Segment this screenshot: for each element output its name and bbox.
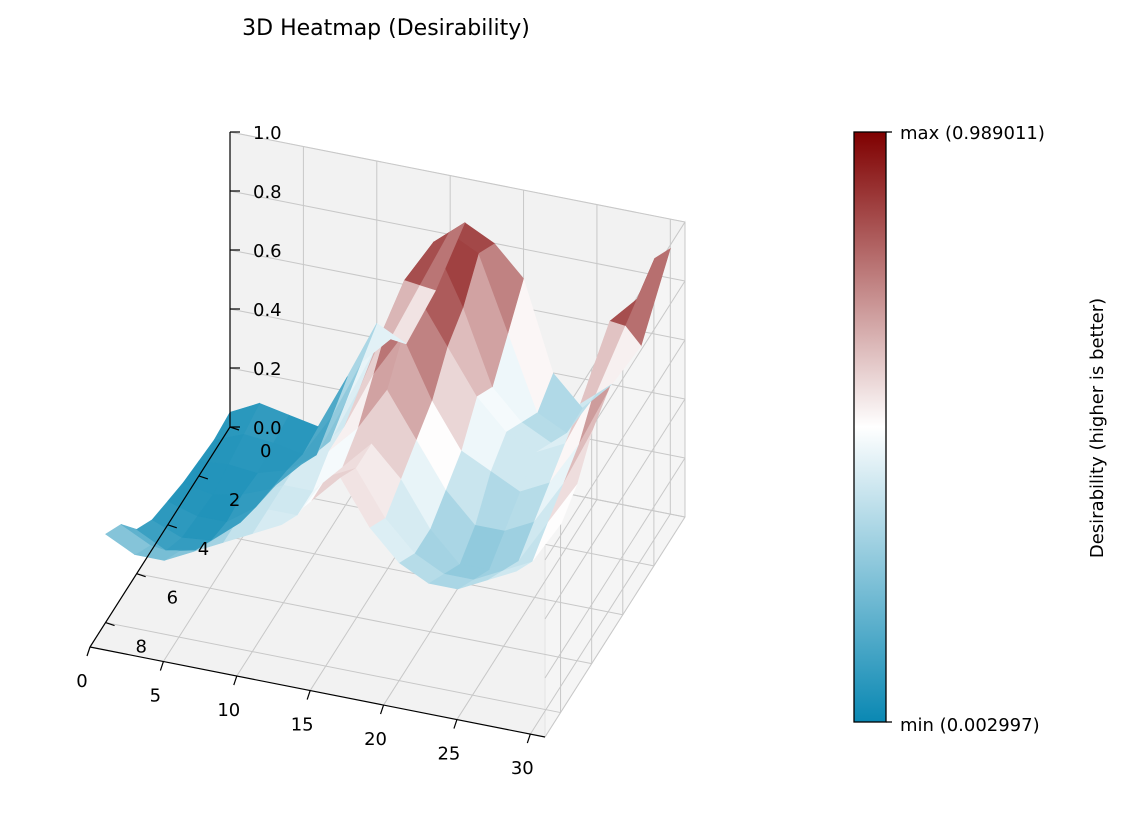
- x-tick-label: 15: [291, 715, 314, 736]
- y-tick-label: 8: [136, 637, 147, 658]
- y-tick-mark: [167, 524, 177, 529]
- colorbar-max-label: max (0.989011): [900, 123, 1045, 144]
- z-tick-label: 0.6: [253, 241, 282, 262]
- colorbar: max (0.989011) min (0.002997) Desirabili…: [853, 123, 1108, 736]
- colorbar-gradient: [853, 131, 887, 723]
- colorbar-title: Desirability (higher is better): [1087, 298, 1108, 558]
- x-tick-mark: [159, 661, 164, 671]
- z-tick-label: 0.0: [253, 418, 282, 439]
- y-tick-label: 4: [198, 539, 209, 560]
- x-tick-mark: [453, 719, 458, 729]
- y-tick-mark: [136, 573, 146, 578]
- grid-line: [529, 513, 671, 735]
- z-tick-label: 0.8: [253, 182, 282, 203]
- x-tick-label: 30: [511, 758, 534, 779]
- x-tick-mark: [86, 646, 91, 657]
- grid-line: [544, 398, 686, 620]
- grid-line: [136, 573, 592, 665]
- y-tick-label: 0: [260, 441, 271, 462]
- grid-line: [229, 131, 686, 223]
- surface-plot: [105, 221, 671, 590]
- z-tick-label: 0.2: [253, 359, 282, 380]
- y-tick-label: 6: [167, 588, 178, 609]
- y-tick-label: 2: [229, 490, 240, 511]
- axis-lines: [86, 131, 546, 744]
- x-tick-mark: [306, 690, 311, 700]
- x-tick-label: 10: [217, 700, 240, 721]
- grid-line: [167, 524, 623, 616]
- y-tick-mark: [198, 475, 209, 480]
- y-axis-line: [89, 426, 231, 648]
- grid-line: [544, 457, 686, 679]
- x-tick-label: 25: [437, 744, 460, 765]
- x-tick-label: 20: [364, 729, 387, 750]
- x-tick-label: 0: [76, 671, 87, 692]
- grid-line: [456, 499, 598, 720]
- tick-labels: 30 25 20 15 10 5 0 0 2 4 6 8 0.0 0.2 0.4 0.6 0.8 1.0: [76, 123, 534, 779]
- surface-patch: [213, 402, 260, 441]
- z-tick-label: 1.0: [253, 123, 282, 144]
- x-tick-mark: [233, 675, 238, 686]
- grid-line: [105, 622, 561, 714]
- grid-line: [544, 339, 686, 561]
- x-axis-line: [89, 646, 546, 738]
- y-tick-mark: [105, 621, 115, 627]
- colorbar-min-label: min (0.002997): [900, 715, 1040, 736]
- z-tick-label: 0.4: [253, 300, 282, 321]
- grid-line: [544, 516, 686, 738]
- chart-title: 3D Heatmap (Desirability): [242, 16, 530, 41]
- x-tick-mark: [526, 733, 531, 744]
- x-tick-mark: [379, 704, 385, 715]
- x-tick-label: 5: [150, 686, 161, 707]
